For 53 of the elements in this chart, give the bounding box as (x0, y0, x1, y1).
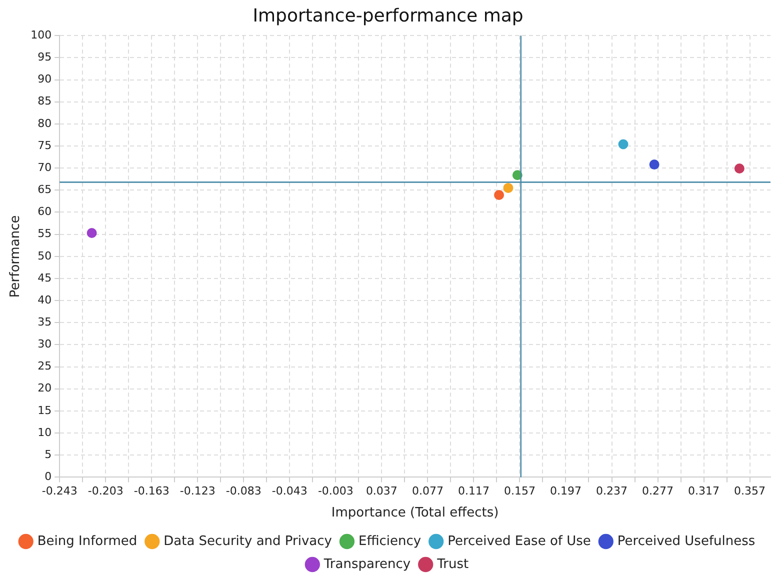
y-tick-label: 40 (38, 293, 52, 306)
y-tick-label: 95 (38, 50, 52, 64)
y-tick-label: 45 (38, 271, 52, 284)
y-tick-label: 70 (38, 160, 52, 174)
y-tick-label: 55 (38, 227, 52, 240)
legend-label: Perceived Ease of Use (448, 534, 591, 549)
y-tick-label: 20 (38, 382, 52, 395)
y-tick-label: 100 (30, 28, 52, 42)
x-tick-label: 0.117 (458, 484, 490, 498)
point (618, 139, 628, 150)
y-axis-title: Performance (8, 215, 24, 298)
x-tick-label: -0.083 (226, 484, 262, 498)
y-tick-label: 35 (38, 316, 52, 328)
x-tick-label: 0.357 (734, 484, 766, 498)
x-tick-label: 0.197 (550, 484, 582, 498)
y-tick-label: 5 (44, 448, 52, 461)
y-tick-label: 80 (38, 116, 52, 130)
legend-label: Data Security and Privacy (164, 534, 332, 549)
point (494, 190, 504, 200)
y-tick-label: 15 (38, 404, 52, 417)
chart-title: Importance-performance map (252, 5, 524, 26)
x-tick-label: 0.037 (366, 484, 398, 498)
x-tick-label: -0.243 (42, 484, 78, 498)
y-tick-label: 90 (38, 72, 52, 86)
point (86, 228, 97, 238)
x-tick-label: 0.157 (504, 484, 536, 498)
x-tick-label: -0.043 (272, 484, 308, 498)
x-tick-label: -0.123 (180, 484, 216, 498)
y-tick-label: 60 (38, 205, 52, 218)
point (649, 160, 660, 170)
x-tick-label: -0.003 (318, 484, 354, 498)
point (503, 182, 514, 193)
x-tick-label: 0.237 (596, 484, 628, 498)
legend-label: Being Informed (37, 534, 138, 549)
x-axis-title: Importance (Total effects) (331, 506, 499, 521)
y-tick-label: 25 (38, 360, 52, 373)
y-tick-label: 75 (38, 138, 52, 152)
y-tick-label: 85 (38, 94, 52, 108)
legend-label: Transparency (322, 556, 411, 572)
legend-label: Perceived Usefulness (617, 534, 756, 549)
x-tick-label: 0.317 (688, 484, 720, 498)
y-tick-label: 30 (38, 338, 52, 351)
y-tick-label: 0 (44, 470, 52, 484)
legend-label: Trust (436, 556, 469, 572)
y-tick-label: 65 (38, 183, 52, 196)
y-tick-label: 50 (38, 249, 52, 262)
x-tick-label: -0.163 (134, 484, 170, 498)
legend-label: Efficiency (358, 534, 422, 549)
y-tick-label: 10 (38, 426, 52, 439)
x-tick-label: -0.203 (88, 484, 124, 498)
x-tick-label: 0.077 (412, 484, 444, 498)
point (734, 164, 744, 174)
x-tick-label: 0.277 (642, 484, 674, 498)
